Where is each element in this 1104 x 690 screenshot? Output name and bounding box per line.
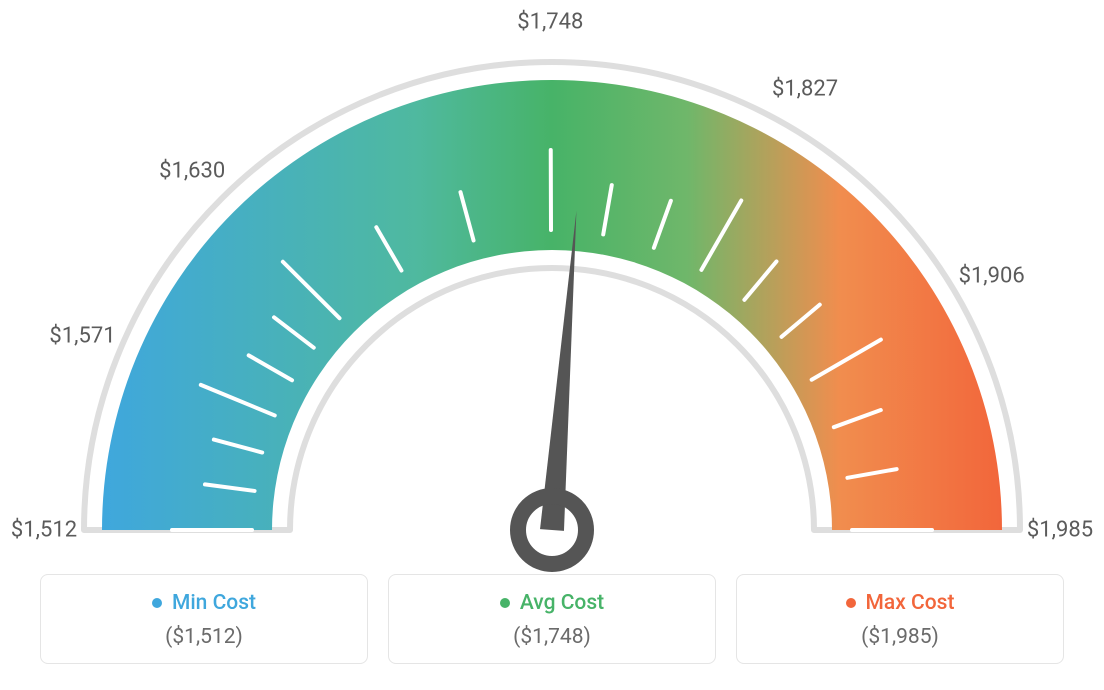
avg-cost-dot — [500, 598, 510, 608]
avg-cost-card: Avg Cost ($1,748) — [388, 574, 716, 664]
gauge-tick-label: $1,906 — [959, 263, 1025, 288]
gauge-svg — [0, 35, 1104, 595]
max-cost-value: ($1,985) — [737, 625, 1063, 649]
avg-cost-label: Avg Cost — [520, 591, 604, 615]
min-cost-value: ($1,512) — [41, 625, 367, 649]
summary-cards: Min Cost ($1,512) Avg Cost ($1,748) Max … — [0, 574, 1104, 664]
max-cost-dot — [846, 598, 856, 608]
gauge-tick-label: $1,512 — [11, 518, 77, 543]
gauge-tick-label: $1,748 — [517, 10, 583, 35]
avg-cost-value: ($1,748) — [389, 625, 715, 649]
min-cost-label: Min Cost — [172, 591, 256, 615]
gauge-tick-label: $1,630 — [159, 159, 225, 184]
gauge-tick-label: $1,985 — [1027, 518, 1093, 543]
max-cost-label: Max Cost — [866, 591, 955, 615]
min-cost-card: Min Cost ($1,512) — [40, 574, 368, 664]
gauge-tick-label: $1,571 — [49, 323, 115, 348]
min-cost-dot — [152, 598, 162, 608]
max-cost-card: Max Cost ($1,985) — [736, 574, 1064, 664]
cost-gauge-chart: $1,512 $1,571 $1,630 $1,748 $1,827 $1,906 $1,9… — [0, 0, 1104, 560]
gauge-tick-label: $1,827 — [772, 77, 838, 102]
